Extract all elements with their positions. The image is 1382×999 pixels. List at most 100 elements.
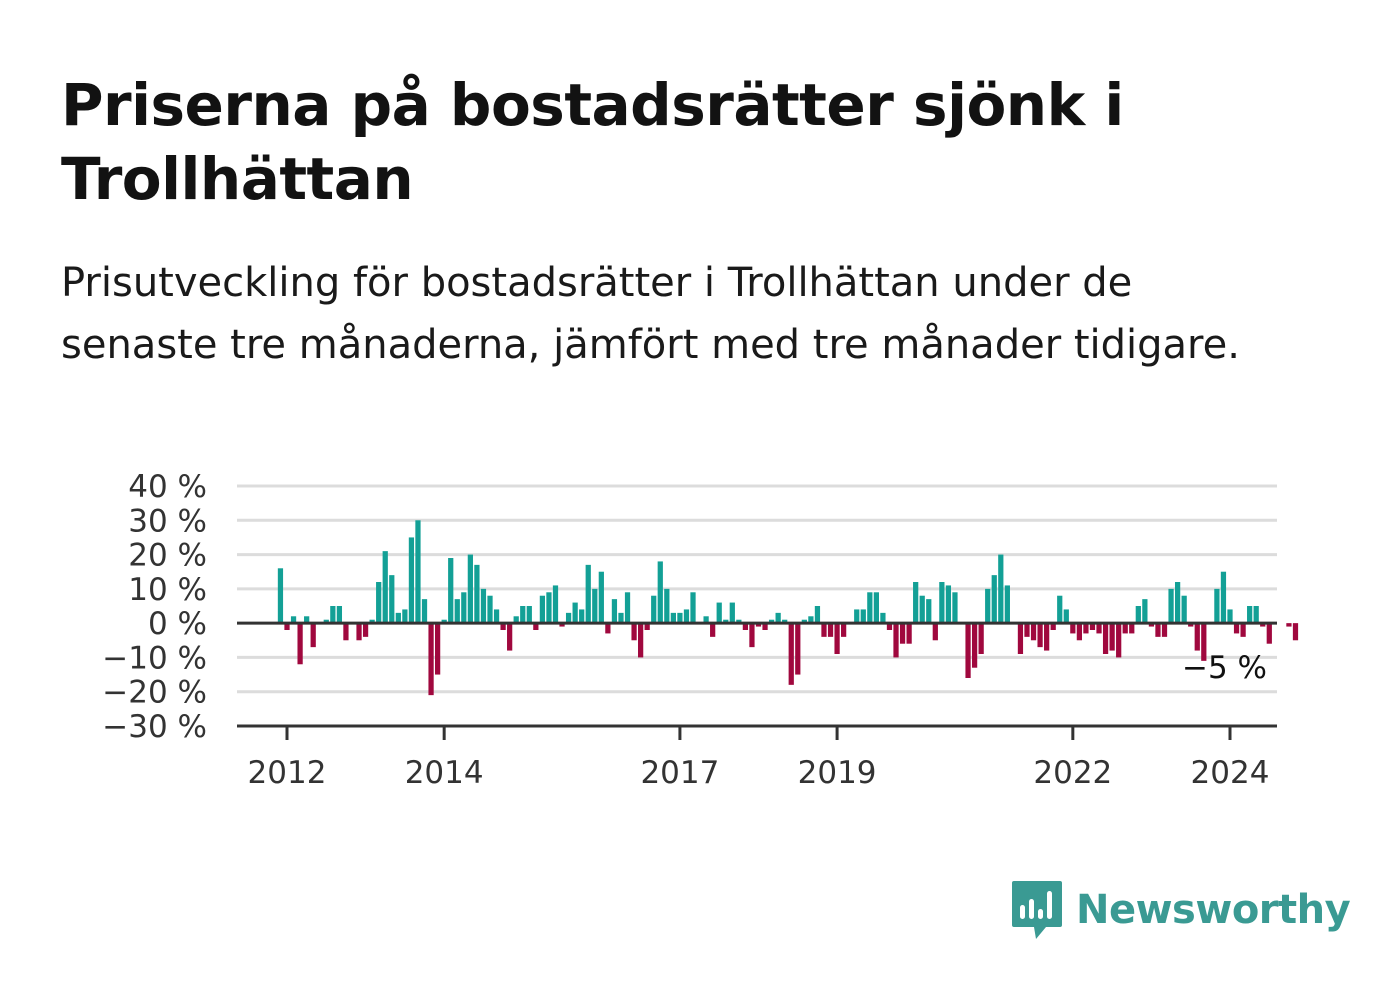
bar bbox=[1292, 623, 1299, 641]
bar bbox=[323, 619, 329, 624]
bar bbox=[899, 623, 906, 644]
bar bbox=[526, 606, 532, 624]
bar bbox=[1044, 623, 1050, 651]
bar bbox=[611, 599, 618, 624]
bar bbox=[1188, 623, 1194, 627]
bar bbox=[710, 623, 716, 637]
bar bbox=[971, 623, 978, 668]
bar bbox=[932, 623, 938, 641]
bar bbox=[343, 623, 349, 641]
bar bbox=[565, 612, 572, 624]
bar bbox=[467, 554, 473, 624]
x-axis-labels: 2012 2014 2017 2019 2022 2024 bbox=[248, 755, 1270, 791]
bar bbox=[1253, 606, 1259, 624]
axes bbox=[237, 621, 1277, 740]
bar bbox=[1102, 623, 1109, 654]
bar bbox=[1122, 623, 1128, 634]
y-axis-labels: 40 %30 %20 %10 %0 %−10 %−20 %−30 % bbox=[102, 469, 207, 745]
bar bbox=[304, 616, 310, 624]
y-tick-label: −10 % bbox=[102, 640, 207, 676]
bar bbox=[441, 619, 447, 624]
bar bbox=[336, 606, 343, 624]
bar bbox=[598, 571, 604, 624]
bar bbox=[1240, 623, 1246, 637]
bar bbox=[1181, 595, 1187, 624]
bar bbox=[421, 599, 428, 624]
bar bbox=[1174, 582, 1181, 624]
bar bbox=[1076, 623, 1082, 641]
bar bbox=[1247, 606, 1253, 624]
bar bbox=[690, 592, 696, 624]
bar bbox=[1116, 623, 1122, 658]
last-value-label: −5 % bbox=[1182, 650, 1267, 686]
bar bbox=[1024, 623, 1030, 637]
bar bbox=[592, 588, 598, 624]
bar bbox=[572, 602, 578, 624]
bar bbox=[618, 612, 624, 624]
bar bbox=[448, 558, 454, 624]
bar bbox=[579, 609, 585, 624]
chart-subtitle: Prisutveckling för bostadsrätter i Troll… bbox=[61, 260, 1240, 368]
y-tick-label: 0 % bbox=[148, 606, 207, 642]
bar bbox=[605, 623, 611, 634]
bar bbox=[1194, 623, 1200, 651]
bar bbox=[1129, 623, 1135, 634]
bar bbox=[644, 623, 650, 630]
bar bbox=[1168, 588, 1174, 624]
bar bbox=[1070, 623, 1076, 634]
bar bbox=[1201, 623, 1207, 661]
bar bbox=[277, 568, 284, 624]
bar bbox=[297, 623, 303, 665]
bar bbox=[461, 592, 467, 624]
bar bbox=[1083, 623, 1089, 634]
bar bbox=[395, 612, 401, 624]
bar bbox=[755, 623, 762, 627]
chart-title: Priserna på bostadsrätter sjönk i Trollh… bbox=[61, 71, 1124, 213]
bar bbox=[926, 599, 932, 624]
bar bbox=[1161, 623, 1168, 637]
bar bbox=[814, 606, 821, 624]
bar bbox=[683, 609, 690, 624]
bar bbox=[827, 623, 834, 637]
bar bbox=[919, 595, 925, 624]
bar bbox=[480, 588, 487, 624]
bar bbox=[402, 609, 408, 624]
bar bbox=[762, 623, 768, 630]
bar bbox=[657, 561, 663, 624]
newsworthy-chart-bubble-icon bbox=[1012, 881, 1062, 939]
bar bbox=[474, 564, 480, 624]
y-tick-label: 30 % bbox=[128, 503, 207, 539]
x-tick-label: 2012 bbox=[248, 755, 327, 791]
bar bbox=[893, 623, 899, 658]
bar bbox=[854, 609, 860, 624]
x-tick-label: 2014 bbox=[405, 755, 484, 791]
bar bbox=[408, 537, 415, 624]
bar bbox=[1142, 599, 1148, 624]
bar bbox=[533, 623, 539, 630]
bar bbox=[880, 612, 886, 624]
bar bbox=[860, 609, 866, 624]
bar bbox=[1227, 609, 1233, 624]
bar bbox=[1109, 623, 1115, 651]
bar bbox=[624, 592, 631, 624]
bar bbox=[788, 623, 794, 685]
bar bbox=[1214, 588, 1220, 624]
bar bbox=[376, 582, 382, 624]
bar bbox=[801, 619, 807, 624]
bar bbox=[1148, 623, 1155, 627]
bar bbox=[998, 554, 1004, 624]
bar bbox=[539, 595, 546, 624]
bar bbox=[369, 619, 375, 624]
bar bbox=[415, 520, 421, 624]
bar bbox=[1286, 623, 1292, 627]
bars bbox=[277, 520, 1299, 696]
bar bbox=[834, 623, 840, 654]
bar bbox=[454, 599, 460, 624]
bar bbox=[867, 592, 873, 624]
bar bbox=[945, 585, 952, 624]
bar bbox=[952, 592, 958, 624]
bar bbox=[1089, 623, 1096, 630]
bar bbox=[1030, 623, 1037, 641]
bar bbox=[670, 612, 676, 624]
y-tick-label: −30 % bbox=[102, 709, 207, 745]
